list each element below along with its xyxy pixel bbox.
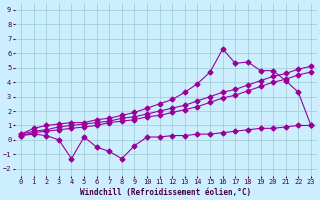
X-axis label: Windchill (Refroidissement éolien,°C): Windchill (Refroidissement éolien,°C) bbox=[80, 188, 252, 197]
